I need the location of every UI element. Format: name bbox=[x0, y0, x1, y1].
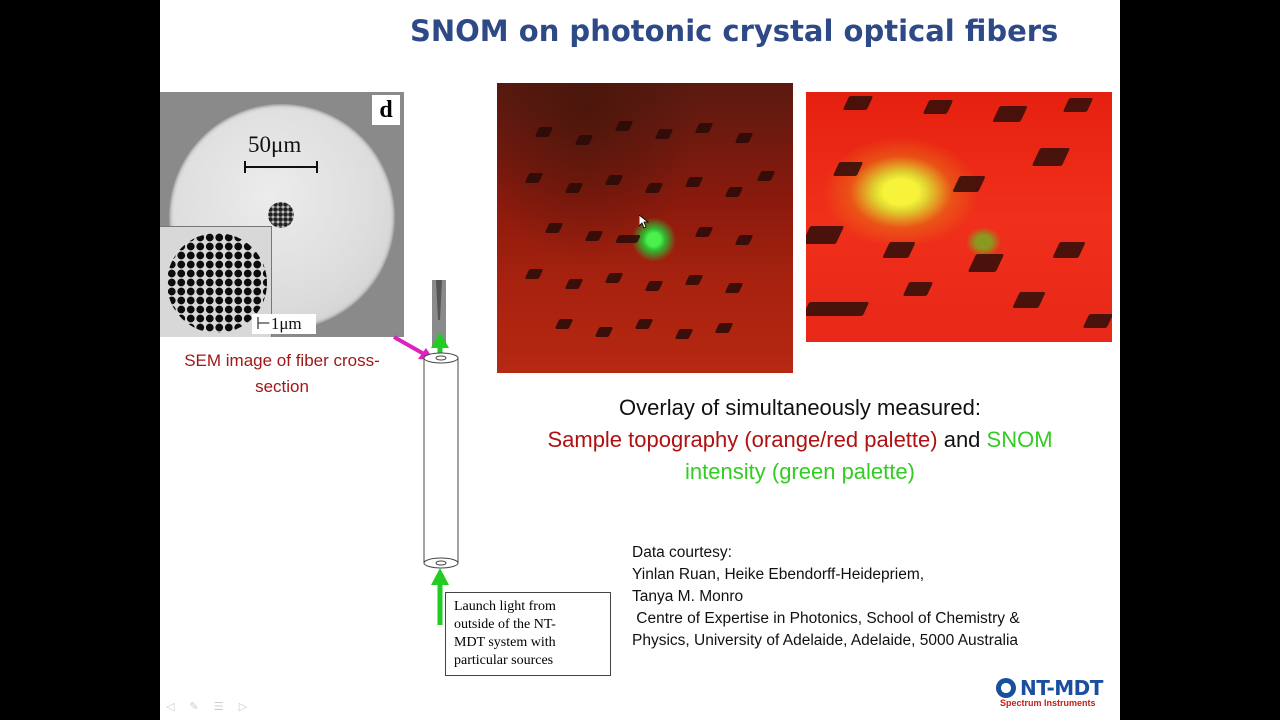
launch-line1: Launch light from bbox=[454, 599, 556, 614]
scale-bar-large bbox=[244, 161, 318, 173]
overlay-description: Overlay of simultaneously measured: Samp… bbox=[520, 392, 1080, 488]
fiber-diagram bbox=[393, 280, 459, 625]
credit-line: Tanya M. Monro bbox=[632, 588, 744, 605]
scale-label-small: ⊢1μm bbox=[252, 314, 316, 334]
snom-overlay-image-wide bbox=[497, 83, 793, 373]
magenta-arrow bbox=[393, 335, 425, 356]
photonic-crystal-holes bbox=[167, 233, 267, 333]
credit-line: Centre of Expertise in Photonics, School… bbox=[632, 610, 1020, 627]
sem-caption-line2: section bbox=[255, 377, 309, 396]
sem-inset bbox=[160, 226, 272, 337]
logo-name: NT-MDT bbox=[1020, 676, 1103, 700]
sem-image: d 50μm ⊢1μm bbox=[160, 92, 404, 337]
overlay-snom-a: SNOM bbox=[986, 427, 1053, 452]
snom-overlay-image-zoom bbox=[806, 92, 1112, 342]
logo-subtitle: Spectrum Instruments bbox=[1000, 698, 1096, 708]
slide: SNOM on photonic crystal optical fibers … bbox=[160, 0, 1120, 720]
panel-label: d bbox=[372, 95, 400, 125]
overlay-and: and bbox=[937, 427, 987, 452]
fiber-cylinder bbox=[423, 357, 459, 564]
fiber-core bbox=[268, 202, 294, 228]
overlay-line2: Sample topography (orange/red palette) a… bbox=[520, 424, 1080, 456]
sem-caption-line1: SEM image of fiber cross- bbox=[184, 351, 380, 370]
sem-caption: SEM image of fiber cross- section bbox=[162, 348, 402, 400]
launch-light-box: Launch light from outside of the NT- MDT… bbox=[445, 592, 611, 676]
credit-line: Yinlan Ruan, Heike Ebendorff-Heidepriem, bbox=[632, 566, 925, 583]
scale-label-large: 50μm bbox=[248, 132, 302, 157]
logo-mark-icon bbox=[996, 678, 1016, 698]
credit-line: Physics, University of Adelaide, Adelaid… bbox=[632, 632, 1019, 649]
launch-line4: particular sources bbox=[454, 653, 554, 668]
credit-line: Data courtesy: bbox=[632, 544, 732, 561]
mouse-cursor-icon bbox=[639, 215, 649, 229]
overlay-topography: Sample topography (orange/red palette) bbox=[547, 427, 938, 452]
nt-mdt-logo: NT-MDT Spectrum Instruments bbox=[996, 676, 1104, 712]
slide-title: SNOM on photonic crystal optical fibers bbox=[410, 14, 1059, 48]
launch-line2: outside of the NT- bbox=[454, 617, 556, 632]
overlay-snom-b: intensity (green palette) bbox=[685, 459, 915, 484]
overlay-line1: Overlay of simultaneously measured: bbox=[619, 395, 981, 420]
data-credits: Data courtesy: Yinlan Ruan, Heike Ebendo… bbox=[632, 542, 1092, 652]
slide-controls-icon[interactable]: ◁ ✎ ☰ ▷ bbox=[166, 701, 254, 713]
launch-line3: MDT system with bbox=[454, 635, 556, 650]
